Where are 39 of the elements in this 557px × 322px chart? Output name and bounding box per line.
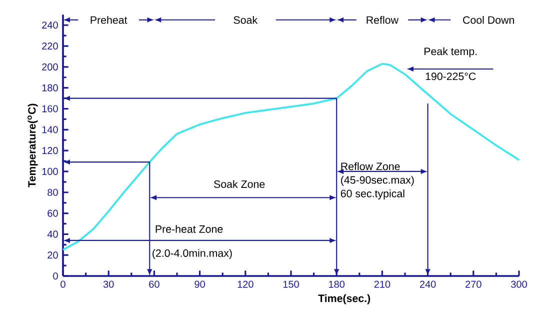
annotation: (45-90sec.max) <box>341 176 414 186</box>
y-tick-label: 80 <box>48 188 58 196</box>
x-tick-label: 300 <box>511 280 527 288</box>
x-tick-label: 210 <box>374 280 390 288</box>
x-tick-label: 90 <box>194 280 205 288</box>
x-tick-label: 60 <box>149 280 160 288</box>
y-tick-label: 140 <box>42 126 58 134</box>
y-tick-label: 0 <box>53 272 58 280</box>
x-tick-label: 30 <box>103 280 114 288</box>
x-tick-label: 150 <box>283 280 299 288</box>
x-tick-label: 0 <box>60 280 66 288</box>
annotation: Cool Down <box>463 16 514 24</box>
annotation: Soak Zone <box>214 180 265 188</box>
y-tick-label: 220 <box>42 42 58 50</box>
line-series <box>62 62 520 251</box>
y-tick-label: 40 <box>47 230 58 238</box>
x-tick-label: 270 <box>466 280 482 288</box>
annotation: 190-225°C <box>426 72 476 80</box>
annotation: Reflow <box>366 16 399 24</box>
x-tick-label: 180 <box>329 280 345 288</box>
y-tick-label: 20 <box>48 252 58 259</box>
annotation: Preheat <box>90 16 128 24</box>
y-axis-title: Temperature($^{o}$C) <box>28 104 38 188</box>
x-axis-title: Time(sec.) <box>318 294 370 304</box>
y-tick-label: 120 <box>42 147 58 154</box>
x-tick-label: 120 <box>238 280 254 288</box>
y-tick-label: 100 <box>42 168 58 176</box>
annotation: Peak temp. <box>424 47 477 58</box>
annotation: Soak <box>234 16 258 24</box>
x-tick-label: 240 <box>420 280 436 288</box>
y-tick-label: 200 <box>42 63 58 70</box>
y-tick-label: 180 <box>42 84 58 92</box>
y-tick-label: 160 <box>42 105 58 112</box>
annotation: Reflow Zone <box>341 162 400 170</box>
y-tick-label: 60 <box>48 210 58 217</box>
y-tick-label: 240 <box>42 22 58 29</box>
annotation: 60 sec.typical <box>340 189 404 200</box>
annotation: (2.0-4.0min.max) <box>152 249 232 260</box>
annotation: Pre-heat Zone <box>156 225 223 233</box>
